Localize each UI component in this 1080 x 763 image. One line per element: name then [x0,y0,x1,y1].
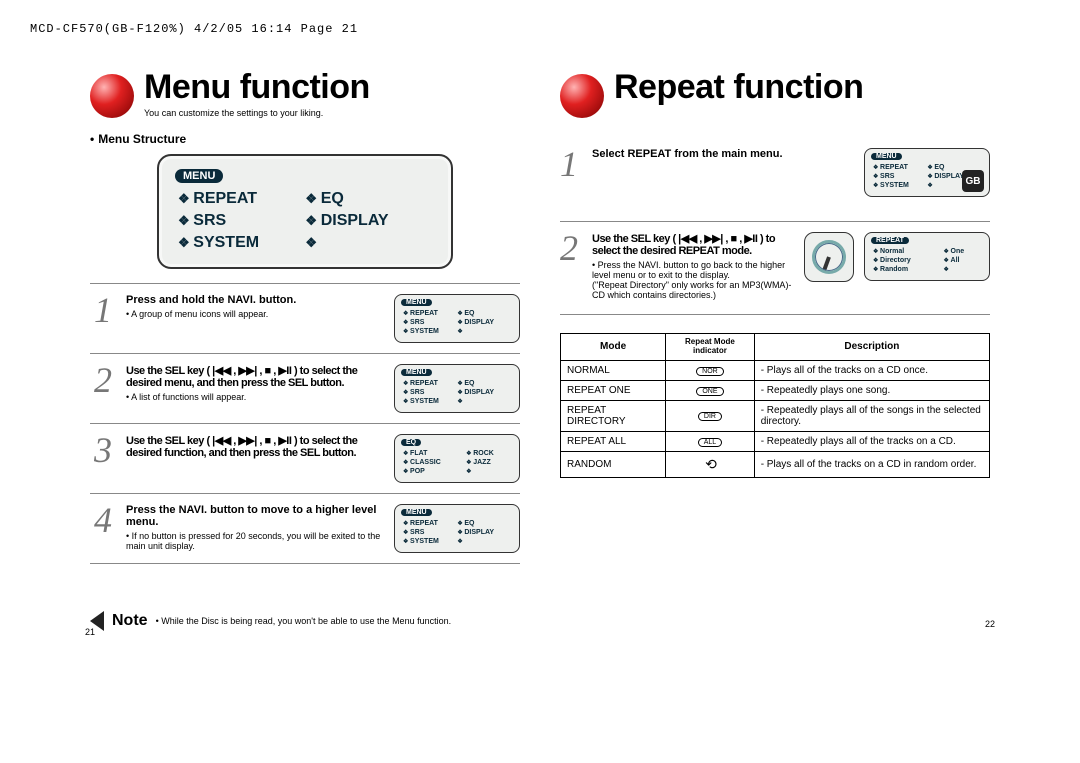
lcd-big: MENU REPEATEQ SRSDISPLAY SYSTEM [157,154,453,269]
step-3: 3 Use the SEL key ( |◀◀ , ▶▶| , ■ , ▶II … [90,423,520,493]
step-4: 4 Press the NAVI. button to move to a hi… [90,493,520,564]
modes-table: Mode Repeat Mode indicator Description N… [560,333,990,478]
page-right: Repeat function GB 1 Select REPEAT from … [540,70,990,623]
r-step-1: 1 Select REPEAT from the main menu. MENU… [560,138,990,207]
note-row: 21 Note • While the Disc is being read, … [90,611,540,631]
sphere-icon [90,74,134,118]
step-2: 2 Use the SEL key ( |◀◀ , ▶▶| , ■ , ▶II … [90,353,520,423]
right-title: Repeat function [614,70,863,104]
table-row: REPEAT ALLALL- Repeatedly plays all of t… [561,431,990,451]
table-row: NORMALNOR- Plays all of the tracks on a … [561,360,990,380]
table-row: REPEAT DIRECTORYDIR- Repeatedly plays al… [561,400,990,431]
step-1: 1 Press and hold the NAVI. button. A gro… [90,283,520,353]
sphere-icon [560,74,604,118]
table-row: RANDOM⟲- Plays all of the tracks on a CD… [561,451,990,477]
doc-header: MCD-CF570(GB-F120%) 4/2/05 16:14 Page 21 [30,22,358,36]
left-subtitle: You can customize the settings to your l… [144,108,370,118]
table-row: REPEAT ONEONE- Repeatedly plays one song… [561,380,990,400]
menu-structure-head: Menu Structure [90,132,520,146]
left-title: Menu function [144,70,370,104]
r-step-2: 2 Use the SEL key ( |◀◀ , ▶▶| , ■ , ▶II … [560,221,990,315]
page-left: Menu function You can customize the sett… [90,70,540,623]
dial-icon [804,232,854,282]
left-steps: 1 Press and hold the NAVI. button. A gro… [90,283,520,564]
gb-badge: GB [962,170,984,192]
page-num-right: 22 [985,619,995,629]
